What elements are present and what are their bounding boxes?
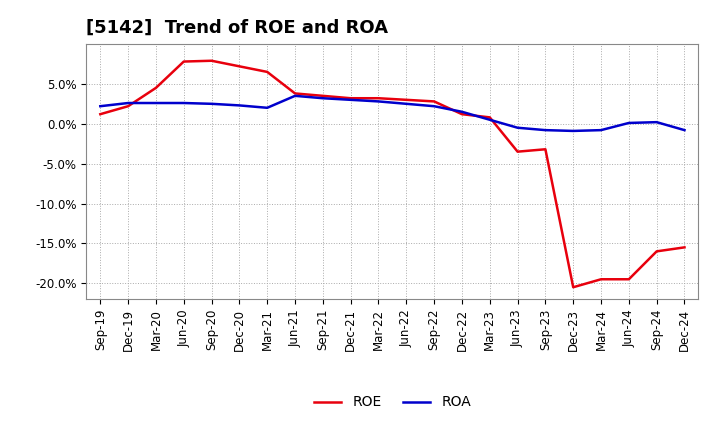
ROA <box>263 105 271 110</box>
ROE <box>541 147 550 152</box>
ROE <box>458 112 467 117</box>
ROE <box>318 93 327 99</box>
ROE <box>652 249 661 254</box>
ROA <box>96 103 104 109</box>
ROE <box>597 277 606 282</box>
ROE <box>624 277 633 282</box>
ROA <box>624 120 633 125</box>
ROA <box>207 101 216 106</box>
ROE <box>152 85 161 91</box>
ROA <box>652 120 661 125</box>
ROE <box>96 112 104 117</box>
ROE <box>291 91 300 96</box>
ROA <box>569 128 577 134</box>
ROE <box>513 149 522 154</box>
ROA <box>458 109 467 114</box>
Line: ROA: ROA <box>100 96 685 131</box>
ROA <box>374 99 383 104</box>
ROA <box>541 128 550 133</box>
ROA <box>179 100 188 106</box>
ROE <box>235 64 243 69</box>
ROE <box>207 58 216 63</box>
ROE <box>179 59 188 64</box>
ROA <box>235 103 243 108</box>
ROE <box>124 103 132 109</box>
ROE <box>569 285 577 290</box>
ROE <box>402 97 410 103</box>
ROA <box>680 128 689 133</box>
ROA <box>152 100 161 106</box>
ROE <box>430 99 438 104</box>
ROE <box>680 245 689 250</box>
ROA <box>291 93 300 99</box>
ROA <box>430 103 438 109</box>
ROA <box>485 117 494 122</box>
ROA <box>318 95 327 101</box>
ROA <box>346 97 355 103</box>
Text: [5142]  Trend of ROE and ROA: [5142] Trend of ROE and ROA <box>86 19 388 37</box>
ROA <box>597 128 606 133</box>
ROE <box>485 115 494 120</box>
Legend: ROE, ROA: ROE, ROA <box>308 390 477 415</box>
ROA <box>402 101 410 106</box>
ROE <box>263 69 271 74</box>
ROA <box>513 125 522 130</box>
Line: ROE: ROE <box>100 61 685 287</box>
ROE <box>374 95 383 101</box>
ROE <box>346 95 355 101</box>
ROA <box>124 100 132 106</box>
